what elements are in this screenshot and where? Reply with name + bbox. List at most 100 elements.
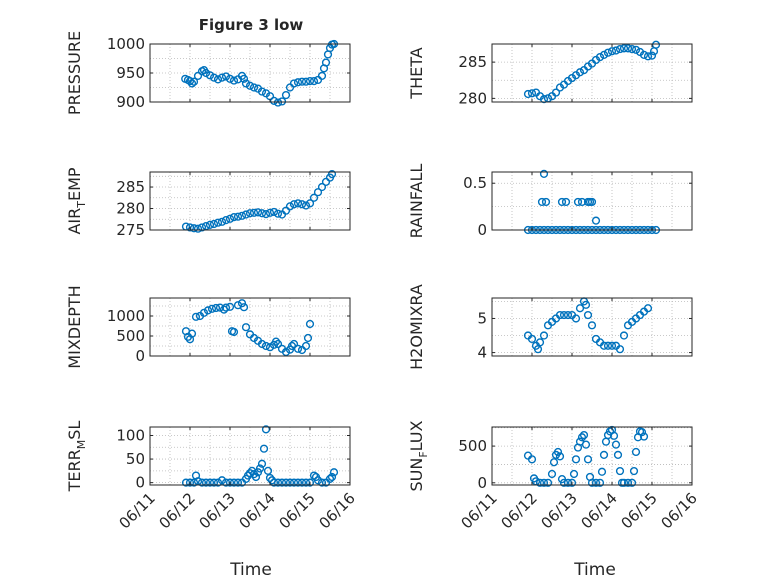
data-point — [207, 304, 217, 313]
data-point — [269, 478, 279, 487]
data-point — [575, 304, 585, 313]
data-point — [271, 337, 281, 346]
data-point — [265, 343, 275, 352]
series-markers — [523, 425, 649, 487]
data-point — [213, 478, 223, 487]
data-point — [281, 478, 291, 487]
x-tick-label: 06/11 — [116, 489, 159, 532]
data-point — [205, 71, 215, 80]
data-point — [583, 455, 593, 464]
y-axis-label: PRESSURE — [65, 31, 84, 115]
y-axis-label: MIXDEPTH — [65, 285, 84, 368]
data-point — [607, 341, 617, 350]
data-point — [233, 478, 243, 487]
data-point — [631, 447, 641, 457]
data-point — [615, 466, 625, 476]
data-point — [187, 79, 197, 88]
data-point — [225, 214, 235, 223]
data-point — [527, 334, 537, 344]
data-point — [575, 68, 585, 77]
y-axis-label: TERRMSL — [65, 421, 88, 493]
data-point — [245, 209, 255, 218]
data-point — [241, 323, 251, 332]
data-point — [289, 79, 299, 88]
data-point — [313, 476, 323, 485]
data-point — [539, 331, 549, 340]
data-point — [597, 467, 607, 476]
data-point — [301, 201, 311, 210]
data-point — [317, 71, 327, 81]
panel-rainfall: 0 0.5 RAINFALL — [407, 164, 693, 239]
data-point — [577, 433, 587, 442]
data-point — [523, 89, 533, 99]
data-point — [237, 299, 247, 308]
data-point — [263, 466, 273, 475]
y-tick-label: 280 — [458, 89, 487, 107]
data-point — [277, 478, 287, 487]
x-tick-label: 06/12 — [156, 489, 199, 532]
data-point — [191, 312, 201, 321]
data-point — [201, 68, 211, 78]
data-point — [587, 321, 597, 330]
x-axis-label-right: Time — [573, 560, 616, 580]
data-point — [527, 455, 537, 464]
data-point — [599, 341, 609, 350]
data-point — [301, 341, 311, 351]
data-point — [539, 478, 549, 487]
data-point — [273, 478, 283, 487]
data-point — [213, 218, 223, 227]
data-point — [273, 209, 283, 218]
data-point — [587, 478, 597, 487]
data-point — [293, 199, 303, 208]
plot-area — [150, 172, 350, 230]
data-point — [305, 478, 315, 487]
data-point — [587, 197, 597, 207]
y-tick-label: 0 — [477, 474, 487, 492]
x-tick-label: 06/16 — [316, 489, 359, 532]
data-point — [303, 333, 313, 343]
data-point — [305, 77, 315, 86]
data-point — [605, 427, 615, 436]
data-point — [229, 478, 239, 487]
data-point — [619, 331, 629, 340]
data-point — [309, 193, 319, 202]
data-point — [629, 466, 639, 476]
data-point — [237, 211, 247, 220]
data-point — [261, 425, 271, 434]
data-point — [619, 44, 629, 53]
data-point — [309, 471, 319, 480]
data-point — [595, 478, 605, 487]
data-point — [637, 428, 647, 437]
data-point — [623, 478, 633, 487]
data-point — [229, 327, 239, 337]
data-point — [627, 44, 637, 54]
data-point — [197, 223, 207, 232]
data-point — [613, 450, 623, 459]
data-point — [535, 478, 545, 487]
data-point — [261, 341, 271, 351]
series-markers — [181, 425, 339, 487]
axes-box — [491, 43, 693, 103]
axes-box — [491, 171, 693, 231]
grid-lines — [150, 172, 350, 230]
x-tick-label: 06/12 — [498, 489, 541, 532]
figure-title: Figure 3 low — [199, 16, 304, 34]
data-point — [639, 50, 649, 59]
grid-lines — [492, 172, 692, 230]
data-point — [187, 329, 197, 338]
data-point — [193, 224, 203, 233]
data-point — [269, 96, 279, 105]
data-point — [305, 199, 315, 208]
y-axis-label: THETA — [407, 47, 426, 99]
data-point — [225, 302, 235, 311]
data-point — [293, 478, 303, 487]
data-point — [527, 89, 537, 98]
grid-lines — [150, 44, 350, 102]
data-point — [317, 478, 327, 487]
data-point — [211, 303, 221, 313]
data-point — [577, 197, 587, 207]
data-point — [241, 79, 251, 88]
axes-box — [491, 426, 693, 486]
